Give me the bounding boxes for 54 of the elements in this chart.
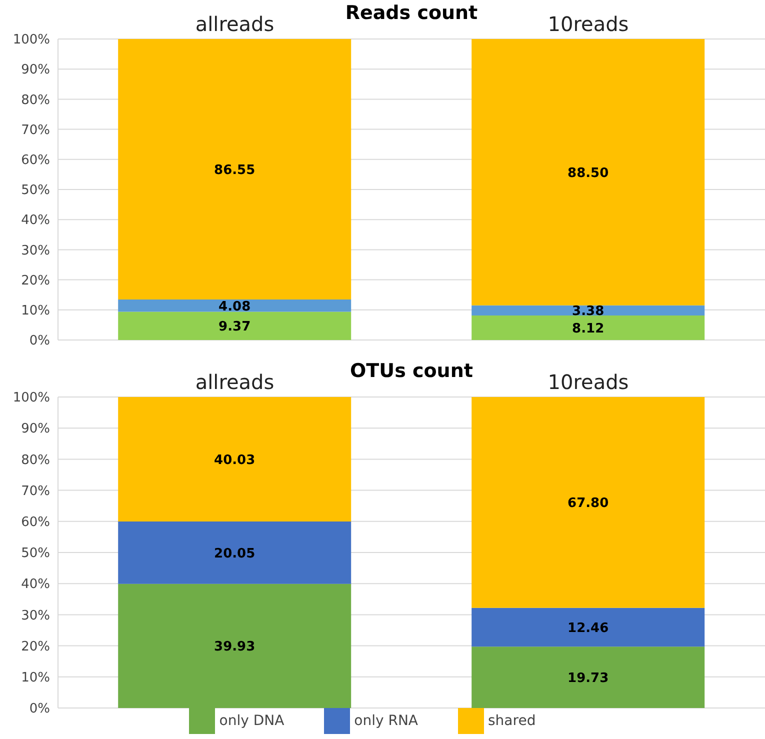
chart-title: OTUs count bbox=[350, 360, 473, 382]
y-tick-label: 70% bbox=[21, 122, 50, 138]
legend-label: only DNA bbox=[219, 712, 284, 729]
y-tick-label: 100% bbox=[12, 32, 50, 48]
y-tick-label: 50% bbox=[21, 546, 50, 562]
bar bbox=[472, 305, 705, 316]
bar bbox=[472, 39, 705, 306]
y-tick-label: 0% bbox=[29, 334, 50, 349]
data-label: 88.50 bbox=[568, 166, 609, 181]
data-label: 12.46 bbox=[568, 620, 609, 636]
data-label: 19.73 bbox=[568, 670, 609, 686]
y-tick-label: 50% bbox=[21, 183, 50, 198]
y-tick-label: 30% bbox=[21, 243, 50, 258]
bar bbox=[118, 300, 352, 312]
y-tick-label: 80% bbox=[21, 92, 50, 108]
y-tick-label: 70% bbox=[21, 484, 50, 499]
chart-title: Reads count bbox=[345, 2, 478, 24]
y-tick-label: 10% bbox=[21, 670, 50, 686]
y-tick-label: 40% bbox=[21, 213, 50, 228]
x-tick-label: allreads bbox=[195, 370, 274, 394]
y-tick-label: 30% bbox=[21, 608, 50, 624]
bar bbox=[472, 608, 705, 647]
data-label: 8.12 bbox=[572, 321, 604, 336]
data-label: 67.80 bbox=[568, 496, 609, 512]
bar bbox=[472, 646, 705, 708]
data-label: 40.03 bbox=[214, 452, 256, 468]
data-label: 3.38 bbox=[572, 304, 604, 320]
y-tick-label: 40% bbox=[21, 577, 50, 592]
x-tick-label: 10reads bbox=[548, 12, 629, 36]
bar bbox=[118, 39, 352, 300]
y-tick-label: 20% bbox=[21, 273, 50, 288]
y-tick-label: 60% bbox=[21, 515, 50, 530]
x-tick-label: 10reads bbox=[548, 370, 629, 394]
y-tick-label: 10% bbox=[21, 304, 50, 319]
data-label: 86.55 bbox=[214, 162, 256, 178]
bar bbox=[118, 397, 352, 522]
y-tick-label: 20% bbox=[21, 639, 50, 654]
bar bbox=[472, 397, 705, 608]
y-tick-label: 90% bbox=[21, 422, 50, 437]
bar bbox=[472, 316, 705, 340]
data-label: 39.93 bbox=[214, 640, 256, 655]
y-tick-label: 100% bbox=[12, 390, 50, 406]
bar bbox=[118, 312, 352, 340]
data-label: 20.05 bbox=[214, 546, 256, 562]
bar bbox=[118, 521, 352, 584]
y-tick-label: 80% bbox=[21, 452, 50, 468]
legend-label: shared bbox=[488, 712, 536, 729]
data-label: 9.37 bbox=[218, 320, 251, 335]
legend-label: only RNA bbox=[354, 712, 418, 729]
y-tick-label: 0% bbox=[29, 702, 50, 717]
data-label: 4.08 bbox=[218, 299, 251, 314]
y-tick-label: 90% bbox=[21, 62, 50, 78]
y-tick-label: 60% bbox=[21, 153, 50, 168]
x-tick-label: allreads bbox=[195, 12, 274, 36]
